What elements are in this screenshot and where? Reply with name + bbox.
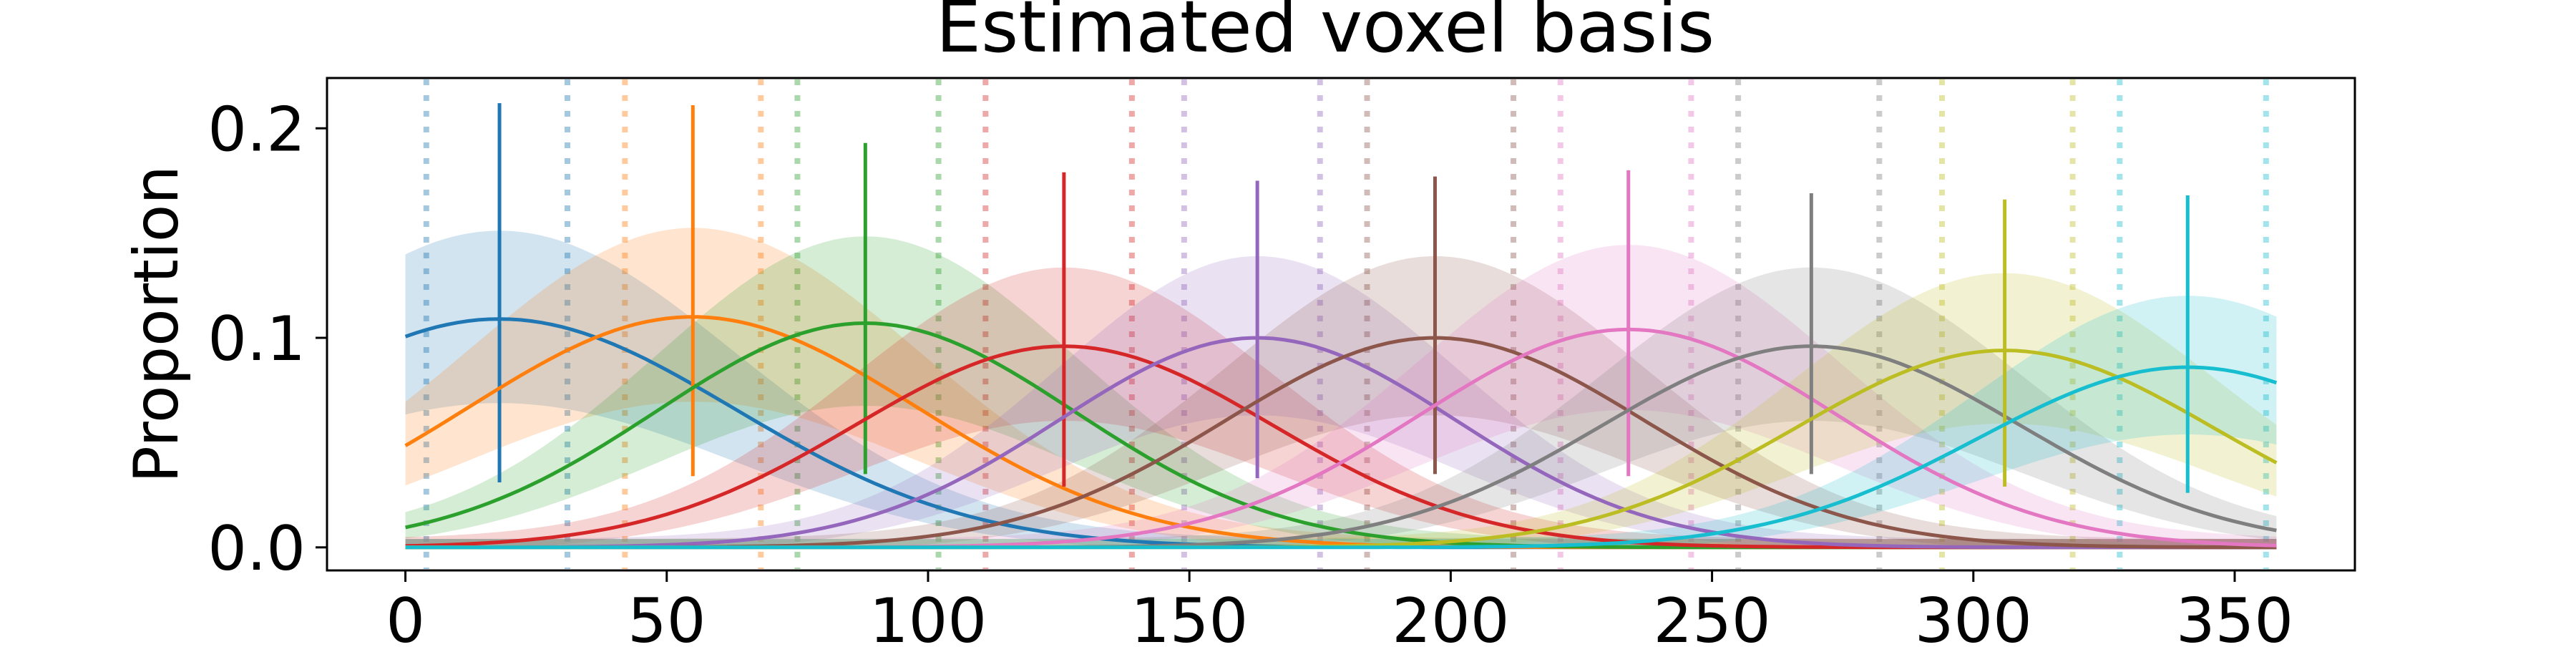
x-tick-label-4: 200 [1392, 585, 1509, 644]
band-series-4 [405, 256, 2277, 548]
band-series-3 [405, 267, 2277, 548]
y-tick-label-2: 0.2 [208, 94, 306, 165]
band-series-2 [405, 236, 2277, 548]
y-axis-label: Proportion [121, 165, 192, 483]
x-tick-label-7: 350 [2176, 585, 2293, 644]
band-series-5 [405, 256, 2277, 548]
band-series-6 [405, 245, 2277, 548]
axes: 0 50 100 150 200 250 300 350 0.0 0.1 0.2 [208, 77, 2356, 647]
curve-series-4 [405, 336, 2277, 550]
plot-frame [326, 77, 2356, 572]
band-series-1 [405, 228, 2277, 548]
band-series-0 [405, 230, 2277, 548]
x-tick-label-6: 300 [1915, 585, 2032, 644]
curve-series-9 [405, 365, 2278, 550]
x-tick-label-2: 100 [869, 585, 987, 644]
plot-area [404, 79, 2278, 569]
x-tick-label-1: 50 [628, 585, 706, 644]
band-series-7 [405, 267, 2277, 548]
band-series-8 [405, 273, 2277, 548]
chart-title: Estimated voxel basis [936, 0, 1714, 69]
y-tick-label-1: 0.1 [208, 303, 306, 375]
x-tick-label-3: 150 [1131, 585, 1248, 644]
x-tick-label-0: 0 [386, 585, 425, 644]
x-tick-label-5: 250 [1654, 585, 1771, 644]
y-tick-label-0: 0.0 [208, 513, 306, 585]
